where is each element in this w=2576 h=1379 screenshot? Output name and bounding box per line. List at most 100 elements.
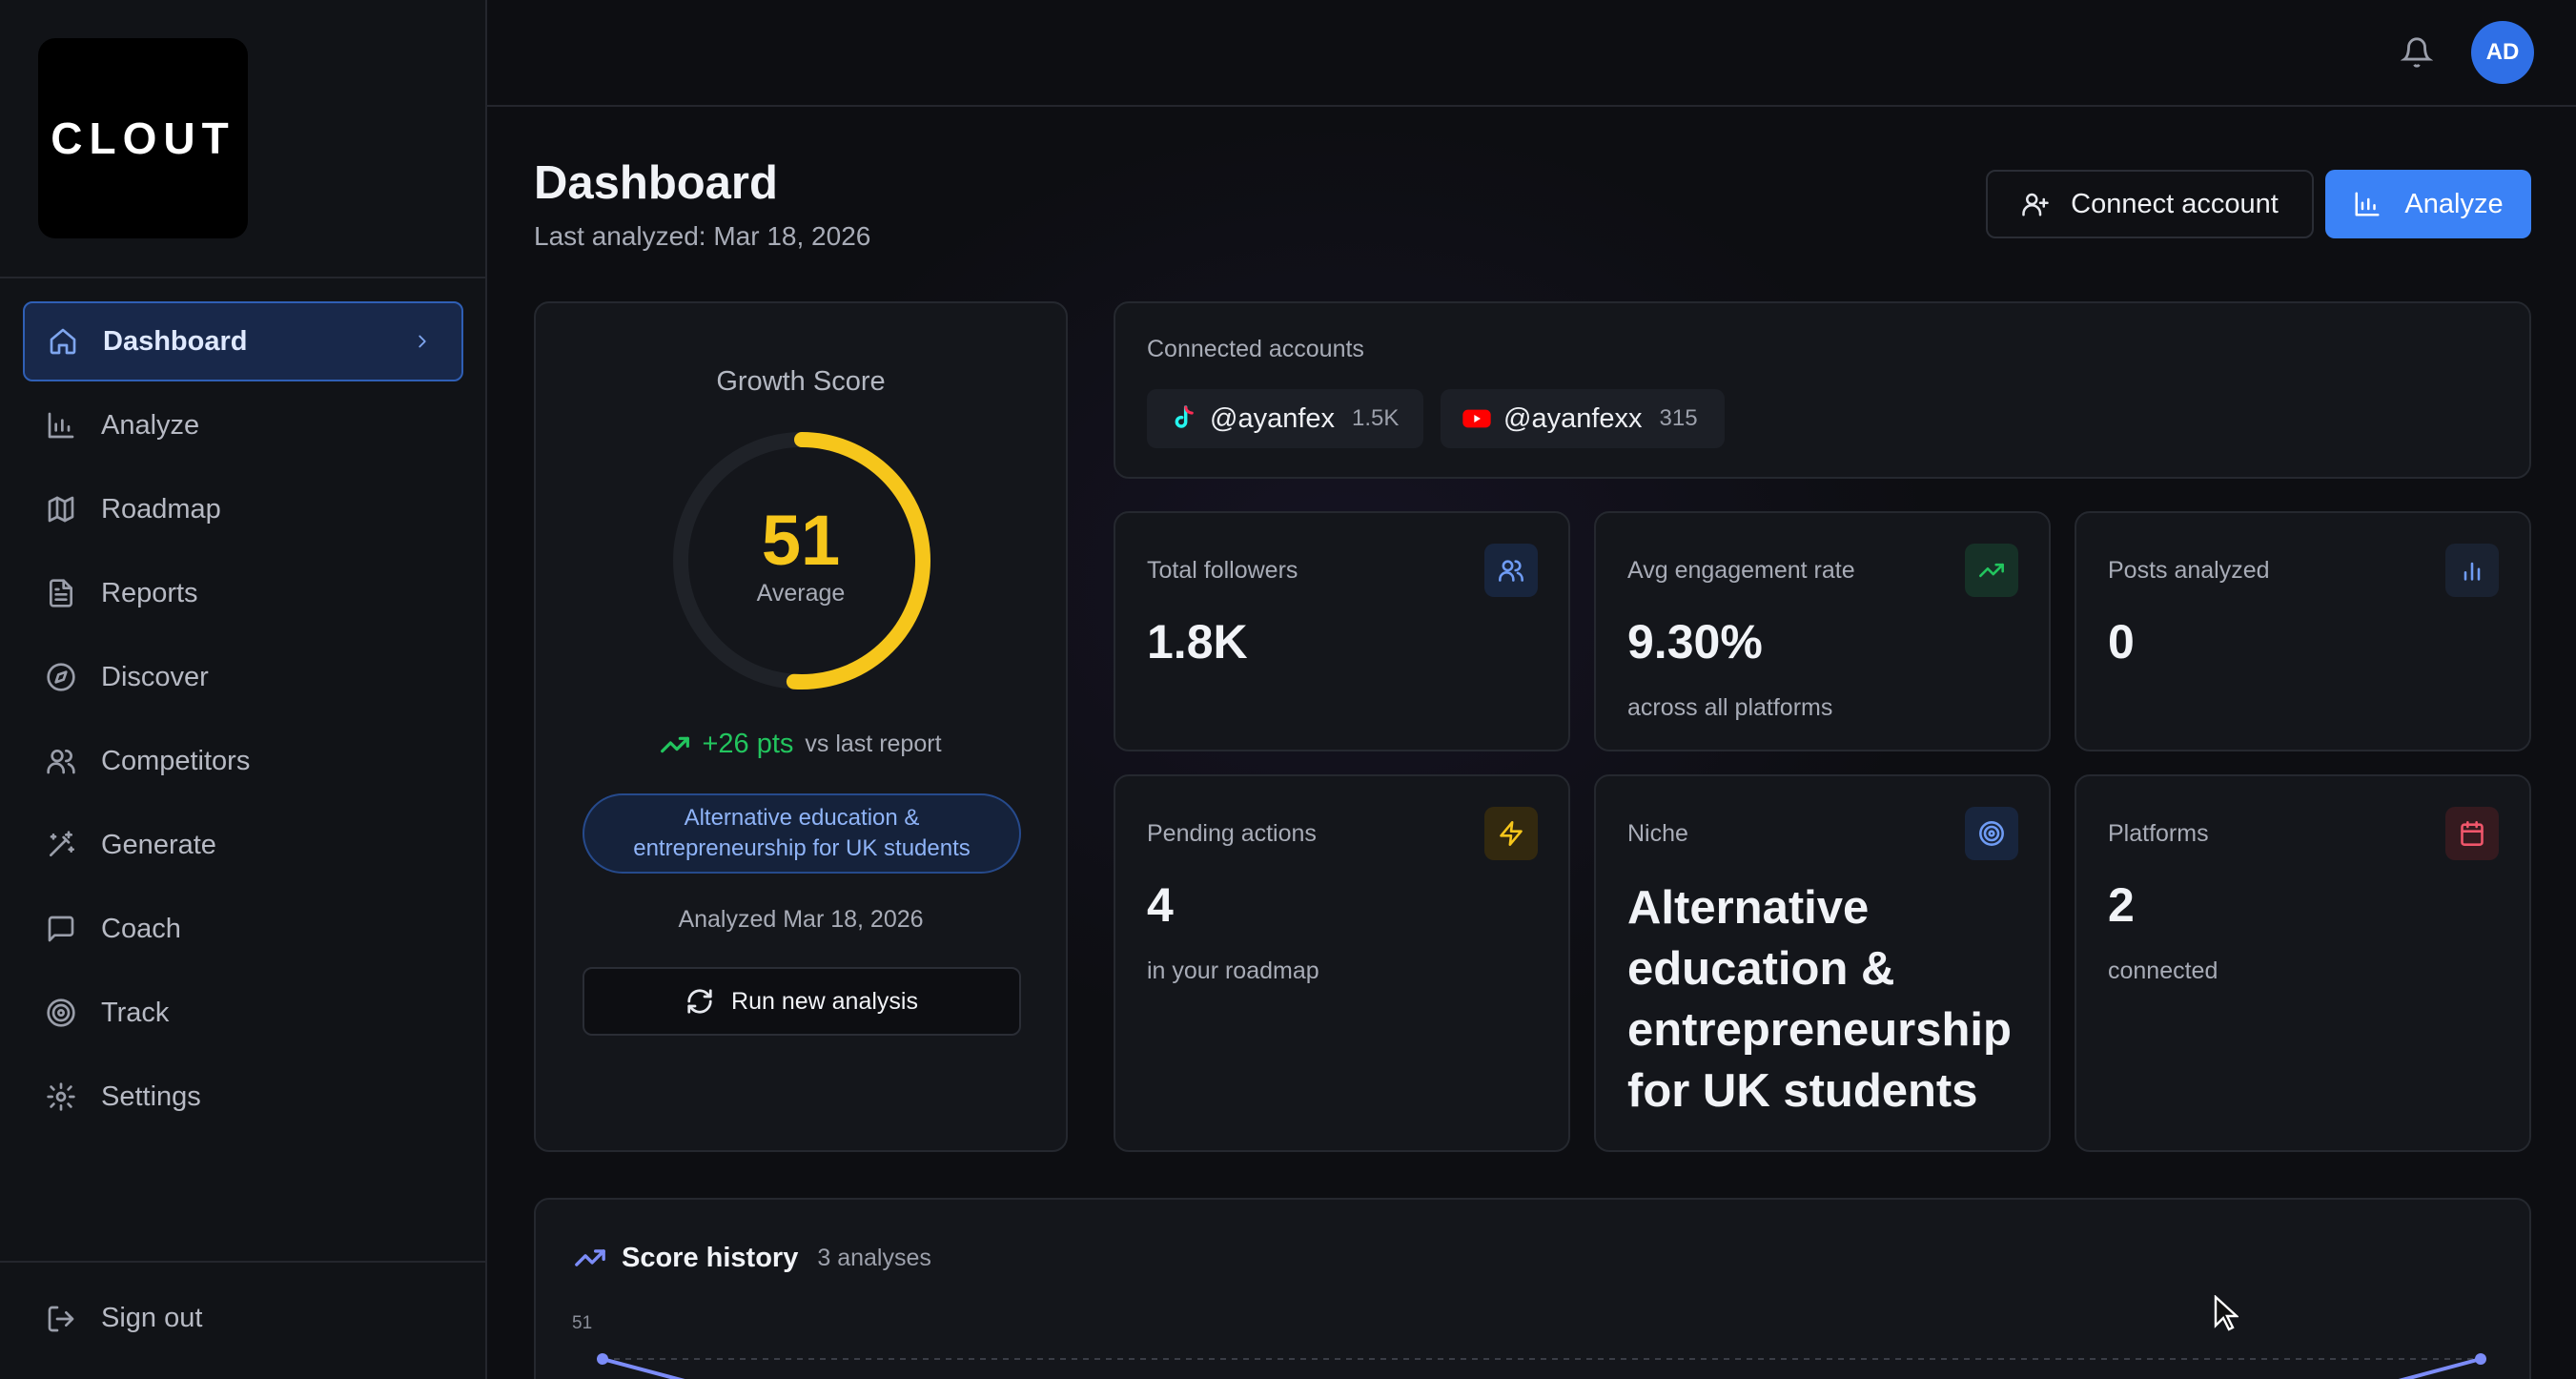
score-history-count: 3 analyses [817, 1244, 931, 1271]
home-icon [50, 328, 76, 355]
stat-card-posts-analyzed: Posts analyzed 0 [2075, 511, 2531, 751]
mouse-cursor-icon [2214, 1295, 2239, 1331]
sidebar-item-track[interactable]: Track [23, 973, 463, 1053]
growth-score-gauge [673, 432, 930, 690]
stat-icon-box [1965, 807, 2018, 860]
topbar: AD [487, 0, 2576, 107]
account-chip-youtube[interactable]: @ayanfexx 315 [1441, 389, 1725, 448]
run-new-analysis-button[interactable]: Run new analysis [583, 967, 1021, 1036]
sidebar-footer: Sign out [0, 1261, 485, 1379]
stat-icon-box [1484, 807, 1538, 860]
brand-logo[interactable]: CLOUT [38, 38, 248, 238]
stat-label: Posts analyzed [2108, 557, 2270, 584]
score-point[interactable] [2475, 1353, 2486, 1365]
magic-wand-icon [50, 831, 74, 856]
message-square-icon [48, 916, 74, 942]
growth-score-value: 51 [761, 501, 841, 580]
sidebar-item-dashboard[interactable]: Dashboard [23, 301, 463, 381]
sidebar-item-label: Coach [101, 913, 181, 944]
sidebar-item-roadmap[interactable]: Roadmap [23, 469, 463, 549]
stat-card-pending-actions: Pending actions 4 in your roadmap [1114, 774, 1570, 1152]
score-line-segment [2398, 1357, 2482, 1379]
y-tick-label: 51 [572, 1313, 592, 1333]
log-out-icon [48, 1306, 74, 1331]
main-content: Dashboard Last analyzed: Mar 18, 2026 Co… [487, 107, 2576, 1379]
compass-icon [47, 663, 75, 691]
stat-label: Platforms [2108, 820, 2209, 847]
stat-value: 2 [2108, 878, 2135, 932]
signout-button[interactable]: Sign out [46, 1303, 202, 1334]
sidebar-nav: Dashboard Analyze Roadmap Reports Discov… [23, 301, 463, 1141]
growth-score-rating: Average [756, 580, 846, 607]
bell-icon[interactable] [2401, 36, 2433, 69]
niche-value: Alternative education & entrepreneurship… [1627, 882, 2012, 1117]
user-plus-icon [2022, 193, 2049, 216]
connected-accounts-title: Connected accounts [1147, 336, 1364, 362]
stat-label: Total followers [1147, 557, 1298, 584]
stat-label: Pending actions [1147, 820, 1317, 847]
score-history-card: 51 Score history 3 analyses [534, 1198, 2531, 1379]
stat-subtext: across all platforms [1627, 694, 1833, 721]
lightning-icon [1500, 821, 1523, 846]
score-point[interactable] [597, 1353, 608, 1365]
connect-account-label: Connect account [2071, 188, 2279, 219]
stat-label: Niche [1627, 820, 1688, 847]
page-title: Dashboard [534, 157, 778, 209]
stat-card-avg-engagement: Avg engagement rate 9.30% across all pla… [1594, 511, 2051, 751]
target-icon [1979, 821, 2004, 846]
niche-badge: Alternative education & entrepreneurship… [583, 793, 1021, 874]
youtube-icon [1462, 409, 1491, 428]
score-delta: +26 pts vs last report [536, 729, 1066, 760]
score-line-segment [602, 1357, 685, 1379]
users-icon [47, 750, 75, 774]
stat-value: 4 [1147, 878, 1174, 932]
stat-label: Avg engagement rate [1627, 557, 1855, 584]
growth-score-title: Growth Score [716, 366, 886, 397]
users-icon [1499, 560, 1523, 582]
trending-up-icon [575, 1249, 605, 1266]
sidebar-item-competitors[interactable]: Competitors [23, 721, 463, 801]
bar-chart-icon [2355, 192, 2380, 216]
gear-icon [47, 1082, 75, 1111]
stat-value: 1.8K [1147, 615, 1248, 669]
account-chip-tiktok[interactable]: @ayanfex 1.5K [1147, 389, 1423, 448]
score-delta-suffix: vs last report [805, 731, 942, 757]
sidebar: CLOUT Dashboard Analyze Roadmap Reports … [0, 0, 487, 1379]
gauge-arc [673, 432, 930, 690]
signout-label: Sign out [101, 1303, 203, 1333]
sidebar-item-analyze[interactable]: Analyze [23, 385, 463, 465]
account-handle: @ayanfexx [1503, 402, 1643, 434]
stat-icon-box [1484, 544, 1538, 597]
score-history-chart: 51 [572, 1313, 2486, 1379]
calendar-icon [2461, 821, 2484, 846]
sidebar-item-reports[interactable]: Reports [23, 553, 463, 633]
trending-up-icon [661, 736, 690, 752]
account-handle: @ayanfex [1210, 402, 1336, 434]
sidebar-item-settings[interactable]: Settings [23, 1057, 463, 1137]
stat-icon-box [2445, 807, 2499, 860]
avatar[interactable]: AD [2471, 21, 2534, 84]
tiktok-icon [1175, 405, 1194, 428]
connect-account-button[interactable]: Connect account [1986, 170, 2314, 238]
stat-subtext: connected [2108, 957, 2218, 984]
analyze-button[interactable]: Analyze [2325, 170, 2531, 238]
sidebar-item-label: Roadmap [101, 493, 221, 525]
account-follower-count: 315 [1659, 405, 1698, 431]
score-history-title: Score history [622, 1242, 799, 1273]
sidebar-item-discover[interactable]: Discover [23, 637, 463, 717]
stat-card-platforms: Platforms 2 connected [2075, 774, 2531, 1152]
sidebar-item-coach[interactable]: Coach [23, 889, 463, 969]
stat-icon-box [1965, 544, 2018, 597]
logo-area: CLOUT [0, 0, 485, 278]
bar-chart-icon [2464, 562, 2481, 581]
score-history-header: Score history 3 analyses [574, 1242, 931, 1274]
connected-accounts-card: Connected accounts @ayanfex 1.5K @ayanfe… [1114, 301, 2531, 479]
target-icon [47, 998, 75, 1027]
score-delta-value: +26 pts [702, 729, 794, 759]
growth-score-card: Growth Score 51 Average +26 pts vs last … [534, 301, 1068, 1152]
stat-value: 9.30% [1627, 615, 1763, 669]
analyzed-date: Analyzed Mar 18, 2026 [678, 906, 924, 933]
sidebar-item-generate[interactable]: Generate [23, 805, 463, 885]
bar-chart-icon [48, 412, 74, 439]
last-analyzed-text: Last analyzed: Mar 18, 2026 [534, 221, 871, 251]
